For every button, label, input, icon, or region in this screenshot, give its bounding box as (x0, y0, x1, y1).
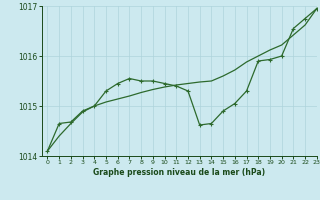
X-axis label: Graphe pression niveau de la mer (hPa): Graphe pression niveau de la mer (hPa) (93, 168, 265, 177)
